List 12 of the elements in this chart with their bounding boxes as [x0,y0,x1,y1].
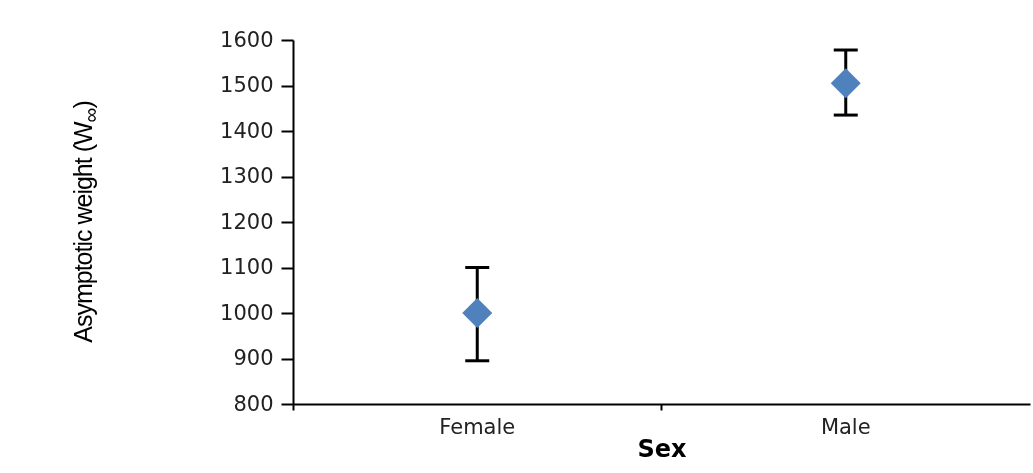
y-tick-label: 1000 [220,300,274,325]
x-axis-title: Sex [637,434,688,463]
y-tick-label: 1400 [220,118,274,143]
x-tick-label: Male [820,414,871,439]
x-tick-label: Female [439,414,516,439]
y-tick-label: 900 [233,346,274,370]
y-tick-label: 1600 [220,27,274,52]
y-tick-label: 800 [233,391,274,416]
y-tick-label: 1300 [220,164,274,188]
y-tick-label: 1500 [220,73,274,97]
y-tick-label: 1100 [220,255,274,279]
y-tick-label: 1200 [220,209,274,234]
